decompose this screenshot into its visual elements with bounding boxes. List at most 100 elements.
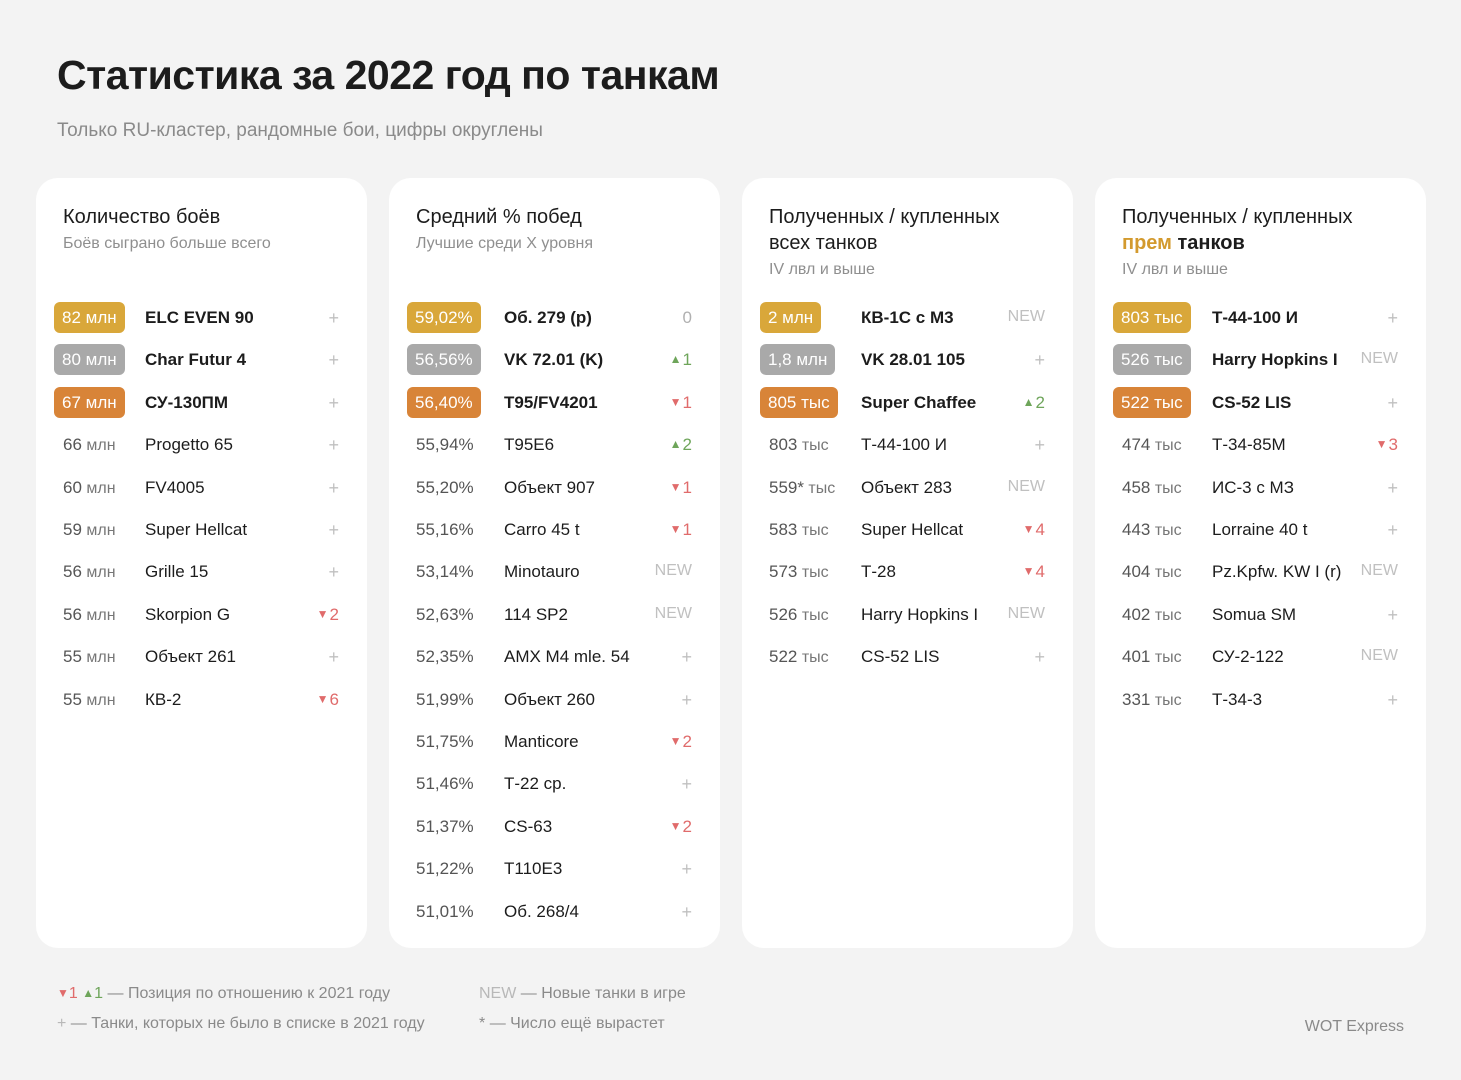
plus-icon: + [1387, 308, 1398, 328]
row-value-number: 402 [1122, 604, 1151, 624]
row-value-unit: тыс [797, 649, 829, 667]
rank-value-badge: 67 млн [54, 386, 125, 418]
up-arrow-icon: ▲ [82, 986, 95, 1000]
rank-value-badge: 59,02% [407, 302, 481, 333]
legend-right: NEW — Новые танки в игре * — Число ещё в… [479, 985, 686, 1033]
table-row: 52,63% 114 SP2 NEW [389, 599, 720, 631]
plus-icon: + [1387, 689, 1398, 710]
row-value: 56 млн [63, 605, 116, 625]
new-badge: NEW [654, 562, 692, 580]
table-row: 56 млн Grille 15 + [36, 556, 367, 588]
tank-name: Harry Hopkins I [861, 604, 979, 624]
row-value: 458 тыс [1122, 478, 1182, 498]
table-row: 80 млн Char Futur 4 + [36, 344, 367, 376]
position-change-value: 2 [1035, 392, 1045, 412]
card-title-main: Полученных / купленных [1122, 206, 1353, 228]
tank-name: Объект 907 [504, 477, 595, 497]
tank-name: Super Hellcat [861, 520, 964, 539]
position-change-value: 4 [1035, 520, 1045, 539]
row-value: 52,63% [416, 605, 474, 625]
no-change-mark: 0 [682, 308, 692, 327]
row-value: 55,94% [416, 435, 474, 455]
table-row: 51,37% CS-63 ▼2 [389, 811, 720, 843]
position-change-value: 6 [329, 689, 339, 709]
tank-name: СУ-130ПМ [145, 392, 229, 412]
card-subtitle: IV лвл и выше [769, 261, 875, 278]
row-value-number: 803 [769, 435, 798, 455]
tank-name: Т-34-85М [1212, 435, 1286, 455]
position-up-mark: ▲2 [670, 435, 692, 455]
tank-name: КВ-2 [145, 689, 182, 709]
plus-icon: + [328, 562, 339, 583]
legend-left: ▼1 ▲1 — Позиция по отношению к 2021 году… [57, 985, 425, 1033]
legend-down-value: 1 [68, 985, 78, 1002]
row-value-unit: тыс [1150, 691, 1182, 709]
legend-new-text: — Новые танки в игре [520, 985, 686, 1002]
legend-new: NEW — Новые танки в игре [479, 985, 686, 1003]
row-value-number: 55,94% [416, 435, 474, 455]
plus-icon: + [57, 1015, 67, 1032]
row-value-unit: млн [81, 522, 116, 539]
card-subtitle: Лучшие среди X уровня [416, 235, 594, 252]
row-value-unit: млн [81, 606, 116, 624]
row-value-number: 51,99% [416, 689, 474, 709]
plus-icon: + [328, 477, 339, 498]
table-row: 66 млн Progetto 65 + [36, 429, 367, 461]
table-row: 55 млн Объект 261 + [36, 641, 367, 673]
row-value: 522 тыс [769, 647, 829, 667]
rank-value-badge: 805 тыс [760, 386, 838, 418]
row-value-number: 52,35% [416, 647, 474, 667]
tank-name: FV4005 [145, 477, 205, 497]
position-change-value: 2 [682, 435, 692, 455]
tank-name: Grille 15 [145, 562, 209, 582]
position-down-mark: ▼2 [317, 605, 339, 625]
legend-star-mark: * [479, 1015, 486, 1032]
position-change-value: 1 [682, 392, 692, 412]
row-value: 60 млн [63, 478, 116, 498]
down-arrow-icon: ▼ [669, 818, 682, 833]
tank-name: CS-63 [504, 816, 553, 836]
row-value-number: 66 [63, 435, 82, 455]
card-battles: Количество боёв Боёв сыграно больше всег… [36, 178, 367, 948]
tank-name: VK 72.01 (K) [504, 350, 604, 370]
card-subtitle: Боёв сыграно больше всего [63, 235, 271, 252]
row-value-unit: тыс [1150, 606, 1182, 624]
new-badge: NEW [1360, 350, 1398, 368]
row-value-unit: млн [81, 564, 116, 582]
tank-name: КВ-1С с М3 [861, 308, 954, 327]
plus-icon: + [681, 774, 692, 795]
row-value-unit: тыс [1150, 479, 1182, 497]
row-value-number: 51,01% [416, 901, 474, 921]
row-value: 583 тыс [769, 520, 829, 540]
row-value: 55,16% [416, 520, 474, 540]
position-change-value: 1 [682, 477, 692, 497]
tank-name: Об. 268/4 [504, 901, 579, 921]
row-value: 51,37% [416, 817, 474, 837]
plus-icon: + [328, 350, 339, 371]
tank-name: Т-22 ср. [504, 774, 567, 794]
row-value-number: 55,20% [416, 477, 474, 497]
table-row: 331 тыс Т-34-3 + [1095, 684, 1426, 716]
position-up-mark: ▲1 [670, 350, 692, 370]
position-down-mark: ▼4 [1023, 520, 1045, 540]
table-row: 60 млн FV4005 + [36, 472, 367, 504]
row-value-number: 51,22% [416, 859, 474, 879]
row-value-unit: тыс [1150, 522, 1182, 539]
row-value: 51,99% [416, 690, 474, 710]
table-row: 59 млн Super Hellcat + [36, 514, 367, 546]
card-header: Средний % побед Лучшие среди X уровня [416, 204, 700, 253]
new-badge: NEW [654, 604, 692, 622]
rank-value-badge: 522 тыс [1113, 386, 1191, 418]
table-row: 82 млн ELC EVEN 90 + [36, 302, 367, 334]
row-value-number: 55 [63, 689, 82, 709]
row-value-number: 51,37% [416, 816, 474, 836]
position-down-mark: ▼1 [670, 478, 692, 498]
down-arrow-icon: ▼ [316, 691, 329, 706]
tank-name: AMX M4 mle. 54 [504, 647, 630, 667]
card-prem-tanks: Полученных / купленных прем танков IV лв… [1095, 178, 1426, 948]
row-value-number: 559* [769, 477, 804, 497]
tank-name: T95/FV4201 [504, 392, 598, 412]
down-arrow-icon: ▼ [669, 479, 682, 494]
row-value: 51,01% [416, 902, 474, 922]
legend-star: * — Число ещё вырастет [479, 1015, 686, 1033]
